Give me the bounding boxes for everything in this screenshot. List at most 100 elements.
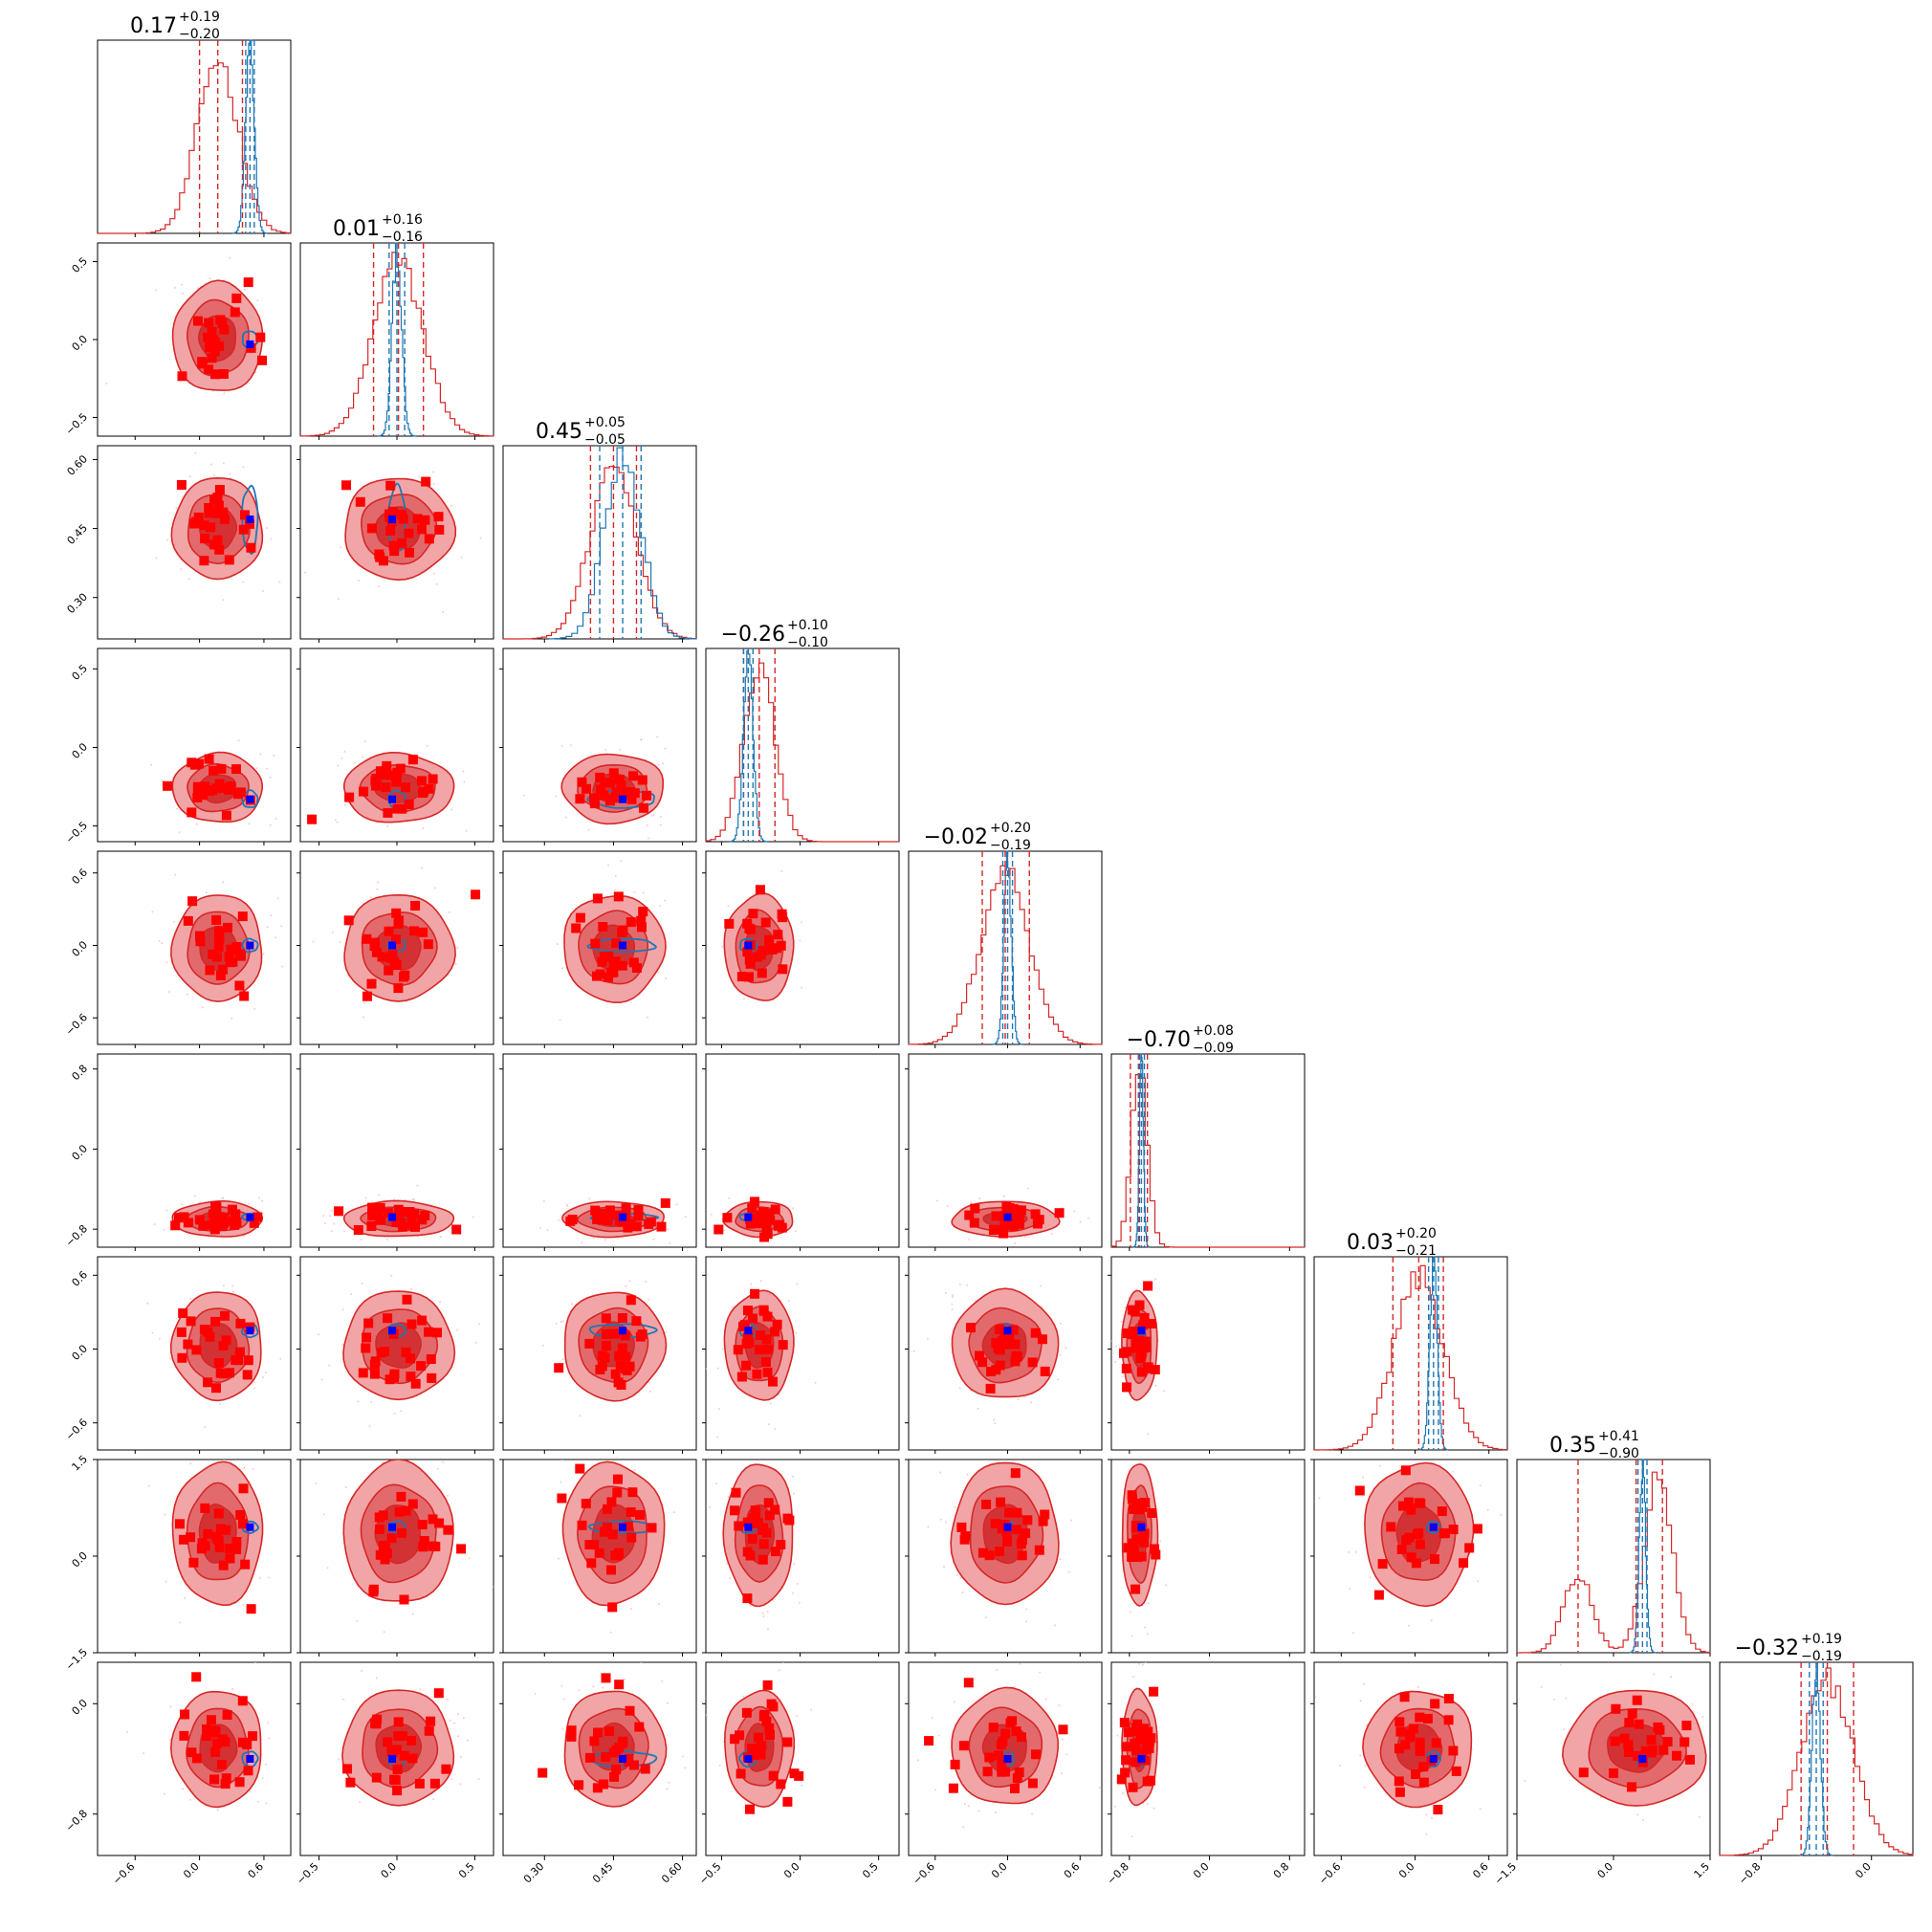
red-marker	[384, 965, 394, 976]
sample-point	[155, 557, 158, 560]
red-marker	[623, 1222, 633, 1233]
sample-point	[644, 1281, 647, 1283]
sample-point	[966, 1284, 969, 1286]
red-marker	[596, 784, 605, 795]
sample-point	[1044, 1698, 1047, 1701]
sample-point	[370, 896, 373, 899]
red-marker	[1127, 1490, 1137, 1501]
red-marker	[433, 512, 444, 522]
blue-marker	[388, 1213, 397, 1221]
scatter-panel	[502, 1053, 697, 1248]
red-marker	[756, 1749, 766, 1760]
sample-point	[1314, 1696, 1317, 1699]
sample-point	[418, 475, 421, 478]
red-marker	[424, 534, 434, 544]
red-marker	[924, 1736, 934, 1746]
red-marker	[213, 1508, 224, 1519]
red-marker	[238, 524, 249, 535]
red-marker	[240, 510, 250, 520]
x-tick-label: −1.5	[1492, 1860, 1519, 1887]
sample-point	[330, 1209, 333, 1212]
red-marker	[205, 1331, 215, 1342]
sample-point	[1153, 1807, 1155, 1810]
sample-point	[672, 1511, 675, 1514]
panel-title-lower: −0.21	[1395, 1243, 1437, 1259]
red-marker	[1451, 1766, 1461, 1776]
sample-point	[945, 1291, 947, 1294]
scatter-panel	[97, 850, 292, 1045]
sample-point	[1477, 1580, 1480, 1583]
sample-point	[384, 848, 386, 850]
red-marker	[1416, 1539, 1425, 1549]
sample-point	[1479, 1808, 1482, 1811]
sample-point	[629, 1608, 632, 1611]
red-marker	[638, 907, 648, 917]
sample-point	[977, 1407, 979, 1410]
red-marker	[600, 778, 610, 788]
red-marker	[966, 1323, 976, 1333]
red-marker	[1022, 1515, 1033, 1526]
sample-point	[1691, 1702, 1694, 1705]
blue-marker	[388, 941, 397, 950]
axes-frame	[705, 648, 900, 843]
sample-point	[439, 1301, 441, 1304]
sample-point	[241, 581, 244, 583]
sample-point	[1369, 1576, 1372, 1579]
red-marker	[383, 1313, 393, 1324]
sample-point	[165, 1209, 168, 1212]
red-marker	[1443, 1694, 1454, 1703]
red-marker	[998, 1767, 1007, 1777]
sample-point	[420, 867, 423, 869]
sample-point	[1144, 1662, 1147, 1663]
red-marker	[248, 1731, 257, 1742]
red-marker	[589, 799, 600, 809]
red-marker	[434, 1518, 445, 1528]
red-marker	[234, 1777, 245, 1788]
panel-title-lower: −0.10	[787, 635, 828, 650]
sample-point	[620, 860, 622, 863]
sample-point	[596, 846, 598, 848]
red-marker	[608, 958, 619, 969]
sample-point	[180, 283, 183, 286]
red-marker	[1430, 1699, 1440, 1709]
red-marker	[761, 1716, 772, 1726]
sample-point	[1425, 1813, 1428, 1816]
red-marker	[1010, 1356, 1021, 1367]
red-marker	[1646, 1747, 1657, 1758]
sample-point	[256, 299, 259, 302]
sample-point	[618, 748, 621, 751]
sample-point	[477, 1777, 480, 1780]
sample-point	[348, 848, 350, 850]
red-marker	[1147, 1508, 1157, 1518]
sample-point	[778, 1669, 780, 1672]
panel-title-upper: +0.05	[584, 415, 626, 430]
sample-point	[954, 1505, 956, 1508]
sample-point	[1025, 1620, 1028, 1623]
red-marker	[409, 926, 419, 936]
sample-point	[393, 1413, 396, 1415]
red-marker	[627, 1487, 638, 1498]
red-marker	[1131, 1343, 1141, 1353]
red-marker	[761, 1334, 772, 1345]
red-marker	[231, 1537, 242, 1547]
red-marker	[996, 1740, 1006, 1750]
sample-point	[164, 1792, 166, 1795]
red-marker	[756, 950, 766, 960]
red-marker	[231, 293, 242, 303]
sample-point	[180, 1203, 183, 1206]
red-marker	[417, 524, 427, 535]
red-marker	[1611, 1703, 1621, 1714]
red-marker	[730, 1505, 740, 1516]
red-marker	[374, 549, 384, 560]
red-marker	[991, 1211, 1001, 1221]
blue-marker	[246, 340, 254, 348]
red-marker	[428, 774, 438, 784]
red-marker	[214, 779, 225, 789]
red-marker	[215, 970, 226, 980]
red-marker	[370, 776, 381, 786]
sample-point	[414, 1248, 416, 1250]
sample-point	[986, 1248, 988, 1250]
red-marker	[362, 933, 372, 944]
sample-point	[569, 744, 572, 747]
sample-point	[1065, 1753, 1068, 1756]
